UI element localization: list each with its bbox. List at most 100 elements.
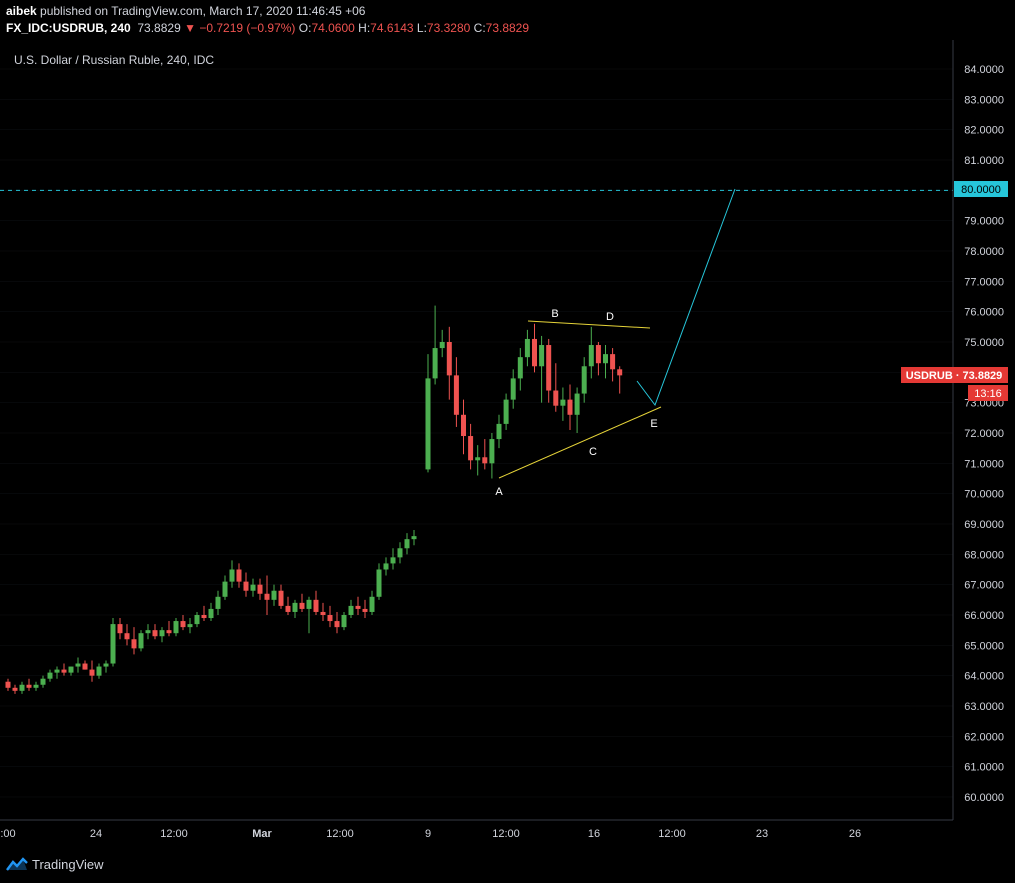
candle[interactable] xyxy=(264,575,270,615)
candle[interactable] xyxy=(348,599,354,619)
candle[interactable] xyxy=(390,548,396,570)
candle[interactable] xyxy=(215,590,221,615)
candle[interactable] xyxy=(271,584,277,606)
candle[interactable] xyxy=(222,575,228,600)
projection-path[interactable] xyxy=(636,188,736,407)
candle[interactable] xyxy=(362,599,368,619)
candle[interactable] xyxy=(617,366,623,394)
candle[interactable] xyxy=(546,338,552,403)
candle[interactable] xyxy=(103,660,109,673)
candle-body xyxy=(19,684,25,691)
candle-body xyxy=(124,633,130,640)
candle[interactable] xyxy=(236,563,242,588)
candle[interactable] xyxy=(524,329,530,367)
candle[interactable] xyxy=(229,560,235,588)
candle[interactable] xyxy=(496,414,502,449)
candle[interactable] xyxy=(19,681,25,694)
candle[interactable] xyxy=(61,663,67,676)
candle[interactable] xyxy=(152,624,158,640)
footer-brand[interactable]: TradingView xyxy=(6,856,104,872)
candle[interactable] xyxy=(355,596,361,615)
candle[interactable] xyxy=(257,578,263,600)
price-tick-label: 77.0000 xyxy=(964,276,1004,288)
candle[interactable] xyxy=(439,329,445,358)
candle[interactable] xyxy=(26,678,32,691)
candle[interactable] xyxy=(96,663,102,679)
candle[interactable] xyxy=(517,348,523,391)
candle[interactable] xyxy=(588,326,594,379)
candle[interactable] xyxy=(376,563,382,600)
candle[interactable] xyxy=(33,681,39,691)
candle[interactable] xyxy=(503,393,509,430)
candle[interactable] xyxy=(320,602,326,622)
candle[interactable] xyxy=(532,323,537,373)
candle[interactable] xyxy=(574,387,580,433)
candle[interactable] xyxy=(208,602,214,622)
candle[interactable] xyxy=(595,341,601,376)
candle[interactable] xyxy=(124,624,130,646)
candle[interactable] xyxy=(89,660,95,682)
candle[interactable] xyxy=(75,657,81,673)
candle[interactable] xyxy=(432,305,438,385)
price-axis[interactable]: 84.0000 83.0000 82.0000 81.0000 80.0000 79.00… xyxy=(964,64,1004,804)
candle[interactable] xyxy=(278,584,284,609)
candle[interactable] xyxy=(292,599,298,619)
candle[interactable] xyxy=(243,572,249,597)
candle[interactable] xyxy=(560,387,566,421)
candle[interactable] xyxy=(285,596,291,615)
candle[interactable] xyxy=(117,618,123,640)
candle[interactable] xyxy=(173,618,179,637)
candle[interactable] xyxy=(411,530,417,546)
candle[interactable] xyxy=(187,618,193,634)
candle[interactable] xyxy=(425,354,431,473)
candle[interactable] xyxy=(159,627,165,643)
candle[interactable] xyxy=(40,675,46,688)
candle[interactable] xyxy=(299,593,305,612)
candle[interactable] xyxy=(404,533,410,555)
triangle-upper-line[interactable] xyxy=(527,320,651,329)
candle[interactable] xyxy=(446,326,452,400)
triangle-lower-line[interactable] xyxy=(498,406,662,479)
candle[interactable] xyxy=(131,627,137,655)
candle[interactable] xyxy=(110,618,116,667)
candle[interactable] xyxy=(47,669,53,682)
candle[interactable] xyxy=(12,684,18,694)
candle[interactable] xyxy=(201,605,207,622)
candle[interactable] xyxy=(383,557,389,576)
candle[interactable] xyxy=(475,445,481,476)
candle[interactable] xyxy=(313,590,319,615)
candle[interactable] xyxy=(567,384,573,430)
candles[interactable] xyxy=(5,305,623,694)
candle[interactable] xyxy=(341,611,347,631)
candle[interactable] xyxy=(610,348,616,382)
candle[interactable] xyxy=(250,578,256,597)
candle[interactable] xyxy=(461,399,466,455)
candle[interactable] xyxy=(327,605,333,628)
candle[interactable] xyxy=(54,666,60,679)
candle[interactable] xyxy=(489,432,495,479)
time-axis[interactable]: :00 24 12:00 Mar 12:00 9 12:00 16 12:00 23 26 xyxy=(0,828,861,840)
candle[interactable] xyxy=(138,630,144,652)
candle[interactable] xyxy=(397,542,403,564)
candle[interactable] xyxy=(334,611,340,634)
candle[interactable] xyxy=(194,611,200,628)
candle[interactable] xyxy=(369,590,375,615)
candle[interactable] xyxy=(145,624,151,640)
candle[interactable] xyxy=(603,345,608,379)
candle[interactable] xyxy=(468,423,474,470)
drawings[interactable]: A B C D E xyxy=(0,188,953,498)
candle[interactable] xyxy=(510,369,516,409)
candle[interactable] xyxy=(82,660,88,670)
candle[interactable] xyxy=(553,363,559,412)
candle[interactable] xyxy=(180,614,186,631)
candle[interactable] xyxy=(581,357,587,403)
candle[interactable] xyxy=(539,335,545,403)
author-name[interactable]: aibek xyxy=(6,4,37,18)
candle[interactable] xyxy=(306,596,312,634)
candle[interactable] xyxy=(5,678,11,691)
candle[interactable] xyxy=(453,357,459,427)
candle[interactable] xyxy=(482,439,488,470)
candle[interactable] xyxy=(166,621,172,637)
candle[interactable] xyxy=(68,666,74,676)
